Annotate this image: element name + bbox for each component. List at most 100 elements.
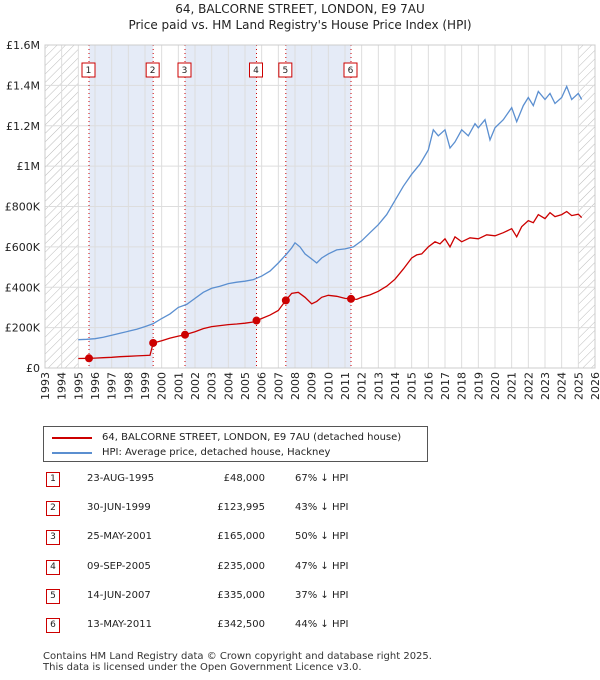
x-tick-label: 1999 [139,372,152,400]
sale-marker-badge: 4 [46,560,60,575]
chart-title-line2: Price paid vs. HM Land Registry's House … [128,18,471,32]
sale-point [281,296,290,305]
x-tick-label: 2020 [489,372,502,400]
sale-marker-badge: 3 [46,530,60,545]
sale-label-number: 2 [150,66,156,76]
y-tick-label: £1M [17,160,41,173]
sale-price: £123,995 [217,502,265,513]
legend-line-property [52,436,92,439]
legend-item-property: 64, BALCORNE STREET, LONDON, E9 7AU (det… [52,430,401,445]
x-tick-label: 1993 [39,372,52,400]
sale-label-number: 6 [348,66,354,76]
x-tick-label: 2022 [522,372,535,400]
x-tick-label: 1995 [72,372,85,400]
x-tick-label: 1994 [56,372,69,400]
legend-line-hpi [52,451,92,454]
sale-label-box [177,62,192,78]
sale-point [347,294,355,303]
legend-label-hpi: HPI: Average price, detached house, Hack… [102,447,331,458]
x-tick-label: 2006 [256,372,269,400]
x-tick-label: 1998 [122,372,135,400]
x-tick-label: 2023 [539,372,552,400]
x-tick-label: 1996 [89,372,102,400]
sale-date: 14-JUN-2007 [87,590,151,601]
sale-label-box [145,62,160,78]
x-tick-label: 2026 [589,372,600,400]
x-tick-label: 2007 [272,372,285,400]
x-tick-label: 2014 [389,372,402,400]
x-tick-label: 2004 [222,372,235,400]
x-tick-label: 2021 [506,372,519,400]
x-tick-label: 2013 [372,372,385,400]
table-row: 2 30-JUN-1999 £123,995 43% ↓ HPI [43,500,403,518]
y-tick-label: £200K [5,322,41,335]
sale-hpi-diff: 43% ↓ HPI [295,502,349,513]
x-tick-label: 2015 [406,372,419,400]
sale-label-box [343,62,358,78]
legend-label-property: 64, BALCORNE STREET, LONDON, E9 7AU (det… [102,432,402,443]
x-tick-label: 2000 [156,372,169,400]
sale-marker-badge: 2 [46,501,60,516]
x-tick-label: 2025 [572,372,585,400]
x-tick-label: 2011 [339,372,352,400]
table-row: 1 23-AUG-1995 £48,000 67% ↓ HPI [43,471,403,489]
sale-label-number: 1 [86,66,92,76]
sale-hpi-diff: 67% ↓ HPI [295,473,349,484]
table-row: 5 14-JUN-2007 £335,000 37% ↓ HPI [43,588,403,606]
chart-title-line1: 64, BALCORNE STREET, LONDON, E9 7AU [175,2,425,16]
sale-price: £235,000 [217,561,265,572]
x-tick-label: 1997 [106,372,119,400]
footer-line-copyright: Contains HM Land Registry data © Crown c… [43,651,432,662]
table-row: 3 25-MAY-2001 £165,000 50% ↓ HPI [43,529,403,547]
sale-hpi-diff: 37% ↓ HPI [295,590,349,601]
y-tick-label: £1.2M [6,120,40,133]
sale-price: £342,500 [217,619,265,630]
sale-label-box [278,62,293,78]
x-tick-label: 2003 [206,372,219,400]
x-tick-label: 2001 [172,372,185,400]
sale-price: £48,000 [223,473,265,484]
x-tick-label: 2019 [472,372,485,400]
table-row: 6 13-MAY-2011 £342,500 44% ↓ HPI [43,617,403,635]
sale-label-number: 5 [282,66,288,76]
x-tick-label: 2002 [189,372,202,400]
sale-price: £335,000 [217,590,265,601]
x-tick-label: 2017 [439,372,452,400]
y-tick-label: £600K [5,241,41,254]
table-row: 4 09-SEP-2005 £235,000 47% ↓ HPI [43,559,403,577]
chart-legend: 64, BALCORNE STREET, LONDON, E9 7AU (det… [43,426,428,462]
footer-line-licence: This data is licensed under the Open Gov… [43,662,362,673]
sale-point [85,354,93,363]
hpi-line [78,84,583,341]
sale-point [149,338,158,347]
sale-marker-badge: 5 [46,589,60,604]
sale-date: 09-SEP-2005 [87,561,151,572]
sale-label-number: 4 [253,66,259,76]
plot-border [44,44,596,369]
sale-point [252,316,261,325]
sale-hpi-diff: 47% ↓ HPI [295,561,349,572]
x-tick-label: 2024 [556,372,569,400]
sale-label-box [249,62,263,78]
price-chart: 64, BALCORNE STREET, LONDON, E9 7AU Pric… [5,2,600,400]
x-tick-label: 2012 [356,372,369,400]
y-tick-label: £1.6M [6,39,40,52]
sale-price: £165,000 [217,531,265,542]
sale-marker-badge: 6 [46,618,60,633]
x-tick-label: 2008 [289,372,302,400]
x-tick-label: 2005 [239,372,252,400]
sale-hpi-diff: 50% ↓ HPI [295,531,349,542]
x-tick-label: 2016 [422,372,435,400]
y-tick-label: £0 [26,362,40,375]
sale-label-box [81,62,96,78]
sale-hpi-diff: 44% ↓ HPI [295,619,349,630]
y-tick-label: £1.4M [6,79,40,92]
sale-date: 25-MAY-2001 [87,531,153,542]
sale-marker-badge: 1 [46,472,60,487]
sale-date: 13-MAY-2011 [87,619,153,630]
x-tick-label: 2018 [456,372,469,400]
x-tick-label: 2009 [306,372,319,400]
y-tick-label: £400K [5,281,41,294]
footer-notice: Contains HM Land Registry data © Crown c… [43,651,432,673]
x-tick-label: 2010 [322,372,335,400]
